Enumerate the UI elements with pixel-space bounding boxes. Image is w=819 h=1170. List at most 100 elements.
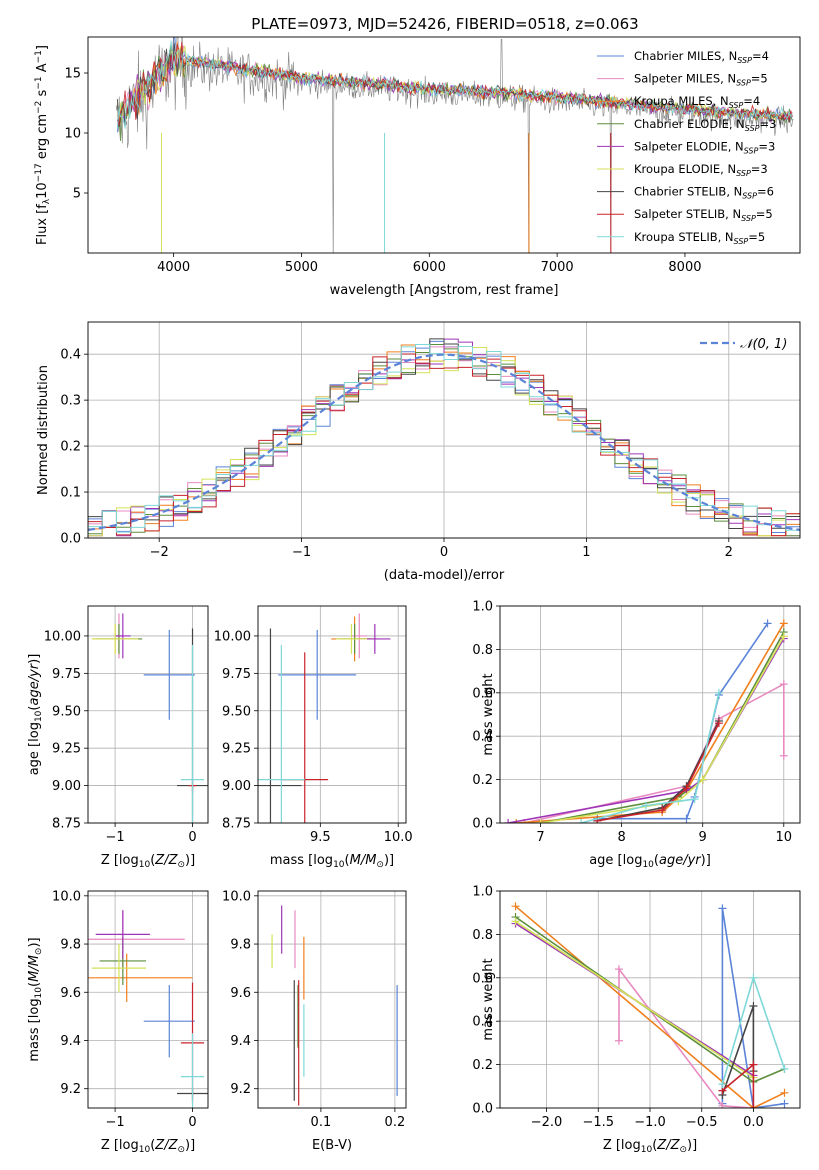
legend-name: Kroupa STELIB bbox=[634, 230, 718, 244]
x-tick-label: −0.5 bbox=[686, 1115, 718, 1130]
legend-label: Kroupa STELIB, NSSP=5 bbox=[634, 230, 765, 246]
weight-marker bbox=[779, 619, 788, 628]
weight-marker bbox=[698, 775, 707, 784]
weight-line bbox=[516, 622, 785, 823]
gaussian-reference-line bbox=[88, 353, 800, 531]
legend-n: =4 bbox=[752, 49, 769, 63]
legend-label: Chabrier ELODIE, NSSP=3 bbox=[634, 117, 776, 133]
y-tick-label: 5 bbox=[73, 187, 81, 202]
weight-marker bbox=[718, 1080, 727, 1089]
y-tick-label: 0.0 bbox=[60, 532, 81, 547]
legend-name: Salpeter STELIB bbox=[634, 207, 725, 221]
weight-marker bbox=[779, 751, 788, 760]
weight-marker bbox=[577, 819, 586, 823]
x-tick-label: 4000 bbox=[157, 260, 190, 275]
mass-vs-Z-frame bbox=[87, 890, 209, 1109]
weight-line bbox=[597, 722, 720, 822]
legend-sep: , N bbox=[729, 117, 745, 131]
label-part: ⊙ bbox=[177, 1145, 185, 1155]
legend-name: Salpeter ELODIE bbox=[634, 139, 728, 153]
label-part: age [log bbox=[589, 853, 642, 868]
legend-name: Chabrier ELODIE bbox=[634, 117, 729, 131]
label-part: ⊙ bbox=[34, 948, 44, 956]
y-tick-label: 9.4 bbox=[230, 1034, 251, 1049]
weight-marker bbox=[536, 819, 545, 823]
y-tick-label: 0.8 bbox=[472, 643, 493, 658]
y-tick-label: 9.00 bbox=[222, 779, 251, 794]
legend-n: =5 bbox=[756, 207, 773, 221]
y-tick-label: 0.2 bbox=[472, 773, 493, 788]
legend-sep: , N bbox=[720, 72, 736, 86]
label-part: 10 bbox=[642, 860, 654, 870]
y-axis-label-part: λ bbox=[42, 198, 52, 204]
y-tick-label: 15 bbox=[64, 67, 81, 82]
y-tick-label: 0.6 bbox=[472, 686, 493, 701]
label-part: age [log bbox=[27, 722, 42, 775]
mass-vs-EBV-axes: 0.1 0.2 9.2 9.4 9.6 9.8 10.0 bbox=[222, 889, 406, 1130]
x-axis-label: age [log10(age/yr)] bbox=[589, 853, 711, 870]
y-axis-label: age [log10(age/yr)] bbox=[27, 654, 44, 776]
y-axis-label: Flux [fλ10−17 erg cm−2 s−1 A−1] bbox=[34, 45, 52, 245]
legend-sep: , N bbox=[713, 94, 729, 108]
age-vs-mass-points bbox=[258, 613, 391, 823]
legend-label: 𝒩(0, 1) bbox=[740, 337, 787, 352]
legend-n: =5 bbox=[748, 230, 765, 244]
y-tick-label: 8.75 bbox=[222, 817, 251, 832]
label-part: ( bbox=[654, 853, 659, 868]
weight-marker bbox=[682, 784, 691, 793]
legend-n: =5 bbox=[751, 72, 768, 86]
legend-n: =3 bbox=[758, 139, 775, 153]
legend-sub: SSP bbox=[742, 192, 757, 201]
age-vs-mass-frame bbox=[257, 605, 407, 824]
label-part: Z bbox=[168, 1138, 179, 1153]
weight-marker bbox=[504, 819, 513, 823]
weight-line bbox=[580, 692, 720, 823]
x-tick-label: −1.5 bbox=[582, 1115, 614, 1130]
label-part: Z bbox=[656, 1138, 667, 1153]
x-tick-label: 0 bbox=[188, 830, 196, 845]
label-part: )] bbox=[27, 654, 42, 664]
label-part: ( bbox=[345, 853, 350, 868]
label-part: yr bbox=[687, 853, 703, 868]
y-tick-label: 9.8 bbox=[230, 938, 251, 953]
legend-label: Salpeter STELIB, NSSP=5 bbox=[634, 207, 773, 223]
x-tick-label: 0 bbox=[440, 545, 448, 560]
x-tick-label: −1 bbox=[292, 545, 311, 560]
label-part: Z [log bbox=[101, 1138, 139, 1153]
label-part: M bbox=[350, 853, 361, 868]
x-tick-label: 2 bbox=[725, 545, 733, 560]
x-axis-label: Z [log10(Z/Z⊙)] bbox=[101, 1138, 195, 1155]
y-axis-label-part: −1 bbox=[34, 76, 44, 89]
legend-sub: SSP bbox=[745, 124, 760, 133]
residuals-frame bbox=[87, 321, 801, 539]
legend-label: Kroupa MILES, NSSP=4 bbox=[634, 94, 760, 110]
x-tick-label: 8 bbox=[617, 830, 625, 845]
x-tick-label: −2.0 bbox=[531, 1115, 563, 1130]
label-part: )] bbox=[27, 937, 42, 947]
histogram-step bbox=[88, 346, 800, 538]
label-part: 10 bbox=[333, 860, 345, 870]
y-tick-label: 9.50 bbox=[52, 704, 81, 719]
y-tick-label: 10.0 bbox=[222, 889, 251, 904]
weight-line bbox=[618, 966, 754, 1108]
legend-n: =4 bbox=[743, 94, 760, 108]
weight-marker bbox=[658, 805, 667, 814]
label-part: Z bbox=[670, 1138, 681, 1153]
y-axis-label-part: −17 bbox=[34, 163, 44, 182]
y-tick-label: 9.00 bbox=[52, 779, 81, 794]
x-tick-label: 7 bbox=[536, 830, 544, 845]
label-part: mass [log bbox=[270, 853, 333, 868]
label-part: / bbox=[360, 853, 367, 868]
y-tick-label: 0.1 bbox=[60, 486, 81, 501]
label-part: 10 bbox=[139, 1145, 151, 1155]
weight-marker bbox=[690, 795, 699, 804]
weight-marker bbox=[512, 819, 521, 823]
y-tick-label: 10 bbox=[64, 127, 81, 142]
y-tick-label: 0.0 bbox=[472, 1102, 493, 1117]
mass-vs-EBV-frame bbox=[257, 890, 407, 1109]
y-tick-label: 9.25 bbox=[52, 742, 81, 757]
y-tick-label: 9.8 bbox=[60, 938, 81, 953]
y-tick-label: 9.75 bbox=[52, 667, 81, 682]
label-part: ⊙ bbox=[376, 860, 384, 870]
histograms bbox=[88, 338, 800, 538]
